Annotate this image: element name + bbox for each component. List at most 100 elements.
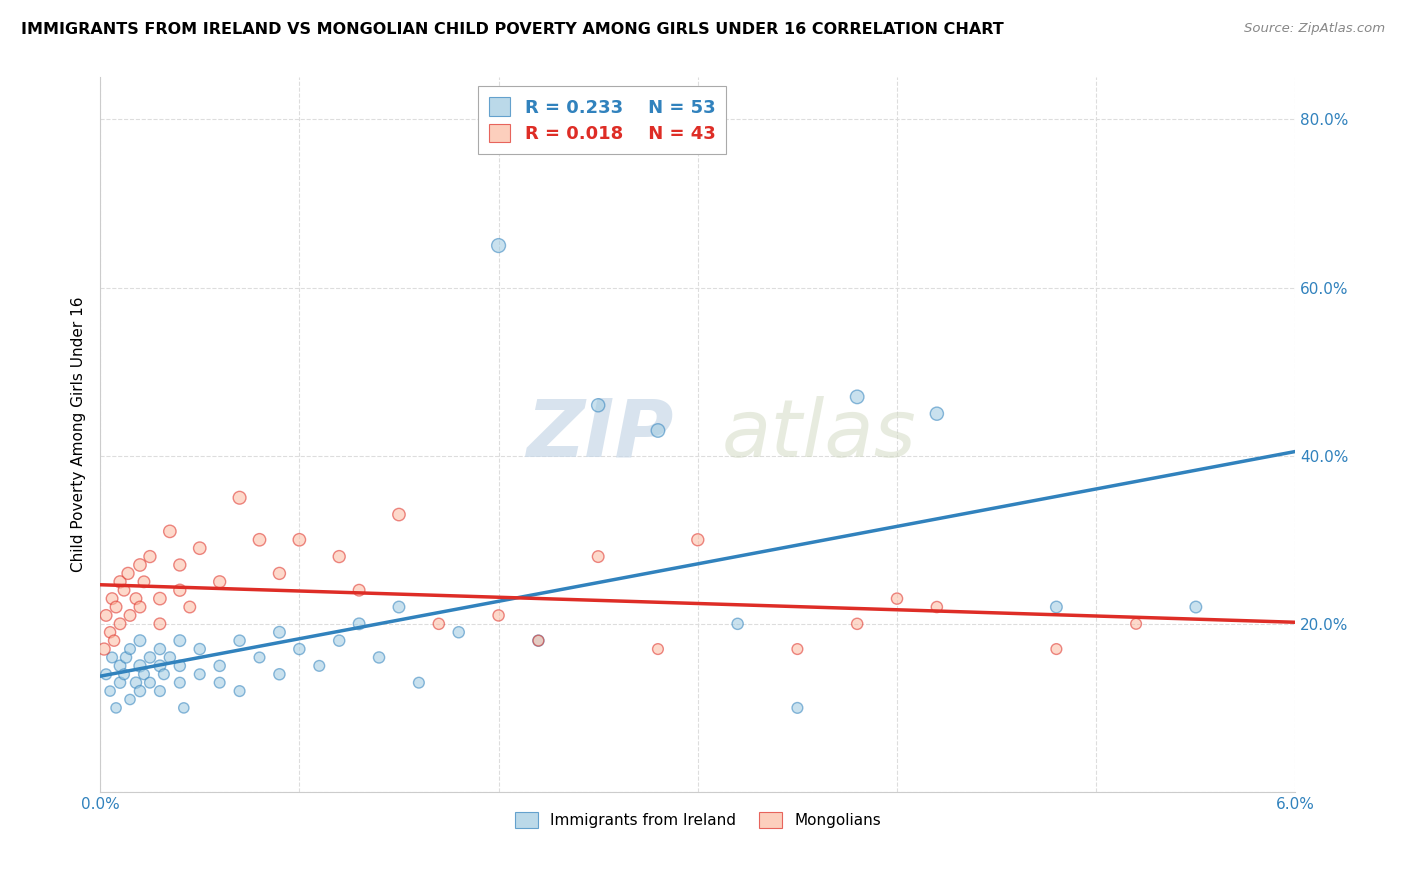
Point: [925, 407, 948, 421]
Point: [129, 558, 152, 572]
Point: [188, 642, 211, 657]
Point: [118, 692, 141, 706]
Point: [647, 642, 669, 657]
Point: [129, 684, 152, 698]
Text: IMMIGRANTS FROM IRELAND VS MONGOLIAN CHILD POVERTY AMONG GIRLS UNDER 16 CORRELAT: IMMIGRANTS FROM IRELAND VS MONGOLIAN CHI…: [21, 22, 1004, 37]
Point: [129, 633, 152, 648]
Point: [1045, 642, 1067, 657]
Point: [249, 650, 271, 665]
Point: [786, 642, 808, 657]
Point: [368, 650, 391, 665]
Point: [129, 600, 152, 615]
Point: [139, 549, 162, 564]
Point: [112, 583, 135, 598]
Point: [129, 658, 152, 673]
Point: [101, 591, 124, 606]
Point: [149, 684, 172, 698]
Point: [108, 616, 131, 631]
Point: [139, 650, 162, 665]
Point: [527, 633, 550, 648]
Point: [388, 508, 411, 522]
Point: [388, 600, 411, 615]
Point: [647, 424, 669, 438]
Point: [1045, 600, 1067, 615]
Point: [228, 491, 250, 505]
Point: [347, 583, 370, 598]
Point: [1125, 616, 1147, 631]
Point: [159, 650, 181, 665]
Point: [269, 667, 291, 681]
Point: [98, 625, 121, 640]
Point: [846, 616, 869, 631]
Y-axis label: Child Poverty Among Girls Under 16: Child Poverty Among Girls Under 16: [72, 297, 86, 573]
Point: [132, 574, 155, 589]
Point: [408, 675, 430, 690]
Point: [347, 616, 370, 631]
Point: [188, 541, 211, 556]
Text: atlas: atlas: [721, 396, 917, 474]
Point: [586, 398, 609, 412]
Point: [108, 658, 131, 673]
Point: [101, 650, 124, 665]
Point: [179, 600, 201, 615]
Point: [249, 533, 271, 547]
Point: [139, 675, 162, 690]
Text: Source: ZipAtlas.com: Source: ZipAtlas.com: [1244, 22, 1385, 36]
Point: [149, 616, 172, 631]
Point: [208, 675, 231, 690]
Point: [427, 616, 450, 631]
Point: [269, 625, 291, 640]
Point: [115, 650, 138, 665]
Text: ZIP: ZIP: [526, 396, 673, 474]
Point: [328, 633, 350, 648]
Point: [169, 633, 191, 648]
Point: [94, 667, 117, 681]
Point: [125, 591, 148, 606]
Point: [686, 533, 709, 547]
Point: [886, 591, 908, 606]
Point: [149, 658, 172, 673]
Point: [308, 658, 330, 673]
Point: [288, 533, 311, 547]
Point: [169, 558, 191, 572]
Point: [846, 390, 869, 404]
Point: [112, 667, 135, 681]
Point: [188, 667, 211, 681]
Point: [328, 549, 350, 564]
Point: [105, 701, 128, 715]
Point: [103, 633, 125, 648]
Point: [228, 684, 250, 698]
Point: [149, 591, 172, 606]
Point: [98, 684, 121, 698]
Point: [118, 642, 141, 657]
Point: [488, 608, 510, 623]
Point: [149, 642, 172, 657]
Point: [228, 633, 250, 648]
Point: [108, 675, 131, 690]
Point: [173, 701, 195, 715]
Point: [586, 549, 609, 564]
Point: [169, 583, 191, 598]
Point: [108, 574, 131, 589]
Point: [117, 566, 139, 581]
Point: [132, 667, 155, 681]
Point: [925, 600, 948, 615]
Point: [125, 675, 148, 690]
Point: [1185, 600, 1208, 615]
Point: [527, 633, 550, 648]
Point: [727, 616, 749, 631]
Point: [208, 574, 231, 589]
Point: [786, 701, 808, 715]
Legend: Immigrants from Ireland, Mongolians: Immigrants from Ireland, Mongolians: [509, 806, 887, 834]
Point: [169, 675, 191, 690]
Point: [93, 642, 115, 657]
Point: [208, 658, 231, 673]
Point: [447, 625, 470, 640]
Point: [269, 566, 291, 581]
Point: [153, 667, 176, 681]
Point: [159, 524, 181, 539]
Point: [94, 608, 117, 623]
Point: [118, 608, 141, 623]
Point: [488, 238, 510, 252]
Point: [105, 600, 128, 615]
